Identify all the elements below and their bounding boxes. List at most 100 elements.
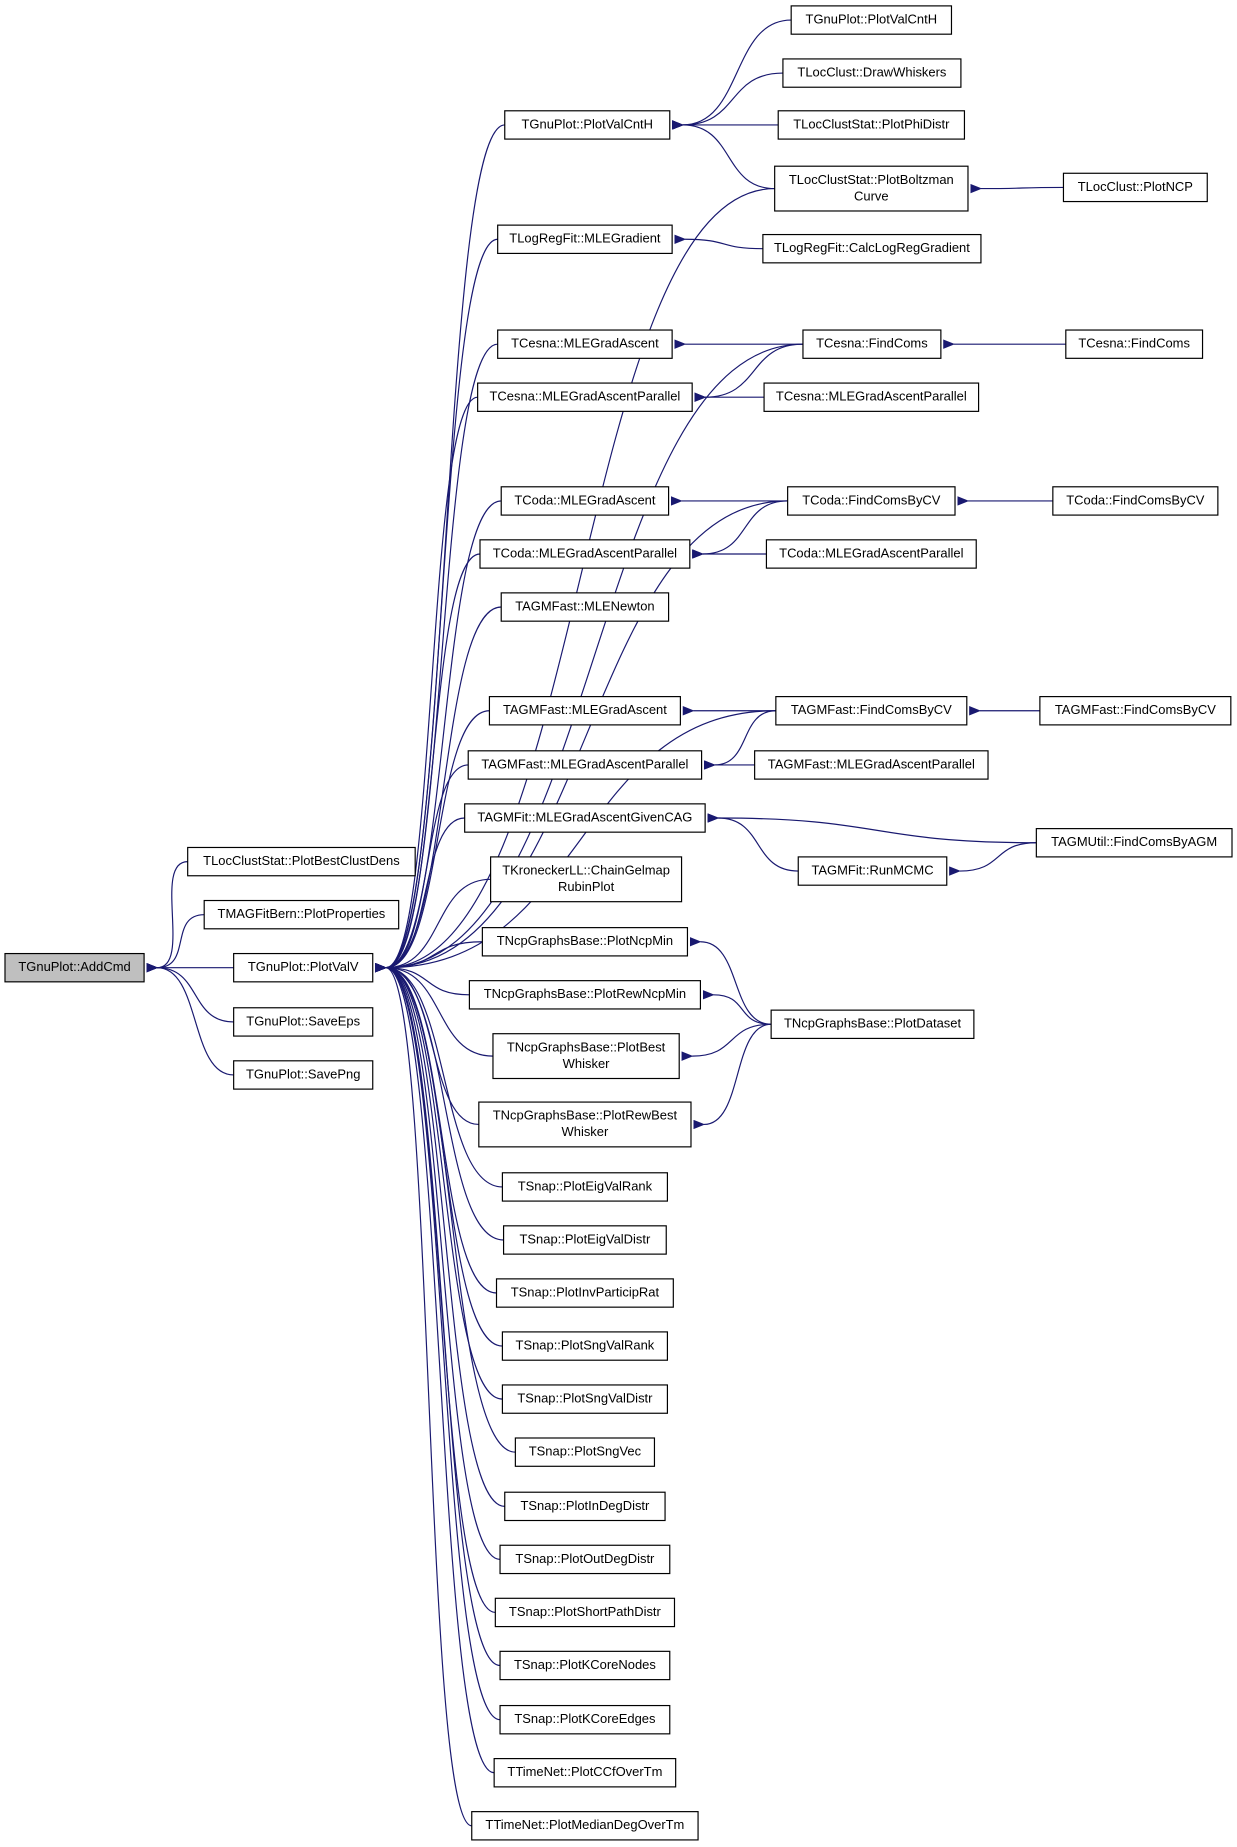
node-box bbox=[492, 1033, 680, 1080]
node-label: TCoda::FindComsByCV bbox=[1066, 492, 1205, 507]
node-label: RubinPlot bbox=[558, 879, 615, 894]
node: TCesna::MLEGradAscentParallel bbox=[763, 382, 980, 412]
node-box bbox=[501, 1384, 669, 1414]
edge bbox=[146, 962, 234, 1023]
node-label: TAGMFast::MLEGradAscentParallel bbox=[481, 756, 688, 771]
node: TGnuPlot::PlotValCntH bbox=[790, 5, 953, 35]
node-box bbox=[754, 750, 989, 780]
node: TSnap::PlotSngValRank bbox=[501, 1331, 669, 1361]
node: TNcpGraphsBase::PlotNcpMin bbox=[481, 927, 689, 957]
edge bbox=[375, 710, 490, 973]
node-box bbox=[499, 1704, 671, 1735]
edge bbox=[672, 72, 783, 130]
edge bbox=[375, 710, 776, 973]
node: TAGMFit::RunMCMC bbox=[797, 856, 948, 886]
node: TSnap::PlotInvParticipRat bbox=[495, 1278, 674, 1308]
node-label: TCoda::FindComsByCV bbox=[802, 492, 941, 507]
node: TAGMFast::MLENewton bbox=[500, 592, 670, 622]
edge bbox=[375, 396, 478, 973]
node-box bbox=[497, 329, 673, 359]
node-box bbox=[504, 110, 671, 140]
node: TSnap::PlotKCoreNodes bbox=[499, 1650, 671, 1681]
node-label: TCoda::MLEGradAscent bbox=[514, 492, 656, 507]
node-label: TSnap::PlotShortPathDistr bbox=[509, 1604, 662, 1619]
node-box bbox=[1062, 172, 1208, 203]
node-label: TSnap::PlotSngVec bbox=[529, 1444, 642, 1459]
node-box bbox=[763, 382, 980, 412]
node-label: TCoda::MLEGradAscentParallel bbox=[779, 545, 963, 560]
edge bbox=[375, 962, 501, 1560]
node: TNcpGraphsBase::PlotRewNcpMin bbox=[468, 980, 702, 1010]
node: TCoda::MLEGradAscent bbox=[500, 486, 670, 516]
edge bbox=[375, 764, 469, 973]
edge bbox=[375, 962, 516, 1453]
edge bbox=[375, 817, 465, 973]
edge bbox=[703, 710, 776, 770]
node-label: TLocClustStat::PlotBoltzman bbox=[789, 172, 954, 187]
edge bbox=[375, 500, 788, 973]
node-label: TNcpGraphsBase::PlotRewNcpMin bbox=[484, 986, 686, 1001]
node-label: Whisker bbox=[563, 1056, 610, 1071]
node-label: TSnap::PlotInDegDistr bbox=[520, 1498, 650, 1513]
node-label: TLocClustStat::PlotBestClustDens bbox=[203, 853, 400, 868]
edge bbox=[702, 990, 772, 1025]
node-label: TLocClust::DrawWhiskers bbox=[797, 65, 947, 80]
node: TCesna::FindComs bbox=[1065, 329, 1204, 359]
node-label: Curve bbox=[854, 188, 889, 203]
node-label: TCesna::FindComs bbox=[1078, 336, 1190, 351]
node: TSnap::PlotKCoreEdges bbox=[499, 1704, 671, 1735]
node-label: TCesna::MLEGradAscentParallel bbox=[776, 389, 967, 404]
node-label: TCesna::MLEGradAscentParallel bbox=[490, 389, 681, 404]
node-box bbox=[468, 980, 702, 1010]
node-label: TSnap::PlotOutDegDistr bbox=[515, 1551, 655, 1566]
edges bbox=[146, 19, 1066, 1827]
edge bbox=[375, 962, 505, 1507]
node-label: TLocClust::PlotNCP bbox=[1078, 179, 1193, 194]
node-box bbox=[481, 927, 689, 957]
node-box bbox=[762, 233, 982, 264]
node-box bbox=[499, 1544, 671, 1575]
node-box bbox=[187, 846, 416, 877]
node: TCesna::FindComs bbox=[802, 329, 942, 359]
node: TSnap::PlotEigValDistr bbox=[502, 1225, 667, 1255]
node-label: TAGMFast::MLEGradAscent bbox=[503, 702, 667, 717]
edge bbox=[375, 962, 495, 1774]
node-label: TSnap::PlotSngValDistr bbox=[517, 1391, 653, 1406]
node: TMAGFitBern::PlotProperties bbox=[203, 899, 400, 930]
edge bbox=[375, 962, 503, 1188]
node-box bbox=[1035, 828, 1233, 858]
edge bbox=[707, 813, 799, 872]
node: TCesna::MLEGradAscentParallel bbox=[477, 382, 693, 412]
node-box bbox=[1052, 486, 1219, 516]
node: TAGMFast::MLEGradAscentParallel bbox=[467, 750, 703, 780]
node-box bbox=[501, 1172, 669, 1202]
node-box bbox=[797, 856, 948, 886]
edge bbox=[692, 500, 788, 559]
node-box bbox=[471, 1811, 699, 1841]
node: TLogRegFit::MLEGradient bbox=[497, 224, 673, 255]
node: TCesna::MLEGradAscent bbox=[497, 329, 673, 359]
edge bbox=[970, 183, 1064, 194]
edge bbox=[375, 553, 481, 973]
node-label: TAGMFit::MLEGradAscentGivenCAG bbox=[477, 809, 692, 824]
node-label: TAGMFast::FindComsByCV bbox=[1055, 702, 1216, 717]
node: TAGMFit::MLEGradAscentGivenCAG bbox=[464, 803, 706, 833]
node-label: TLocClustStat::PlotPhiDistr bbox=[793, 116, 950, 131]
node-box bbox=[490, 856, 683, 903]
node: TSnap::PlotOutDegDistr bbox=[499, 1544, 671, 1575]
node-label: TLogRegFit::MLEGradient bbox=[509, 231, 661, 246]
edge bbox=[375, 962, 472, 1827]
node-label: TGnuPlot::PlotValCntH bbox=[806, 11, 938, 26]
node: TLogRegFit::CalcLogRegGradient bbox=[762, 233, 982, 264]
edge bbox=[375, 962, 470, 996]
node-box bbox=[233, 952, 374, 983]
node-label: TNcpGraphsBase::PlotBest bbox=[507, 1039, 666, 1054]
node-box bbox=[514, 1437, 656, 1467]
node: TSnap::PlotSngVec bbox=[514, 1437, 656, 1467]
node-label: TSnap::PlotKCoreEdges bbox=[514, 1711, 656, 1726]
node-box bbox=[478, 1101, 692, 1148]
edge bbox=[674, 234, 763, 250]
node: TGnuPlot::PlotValV bbox=[233, 952, 374, 983]
